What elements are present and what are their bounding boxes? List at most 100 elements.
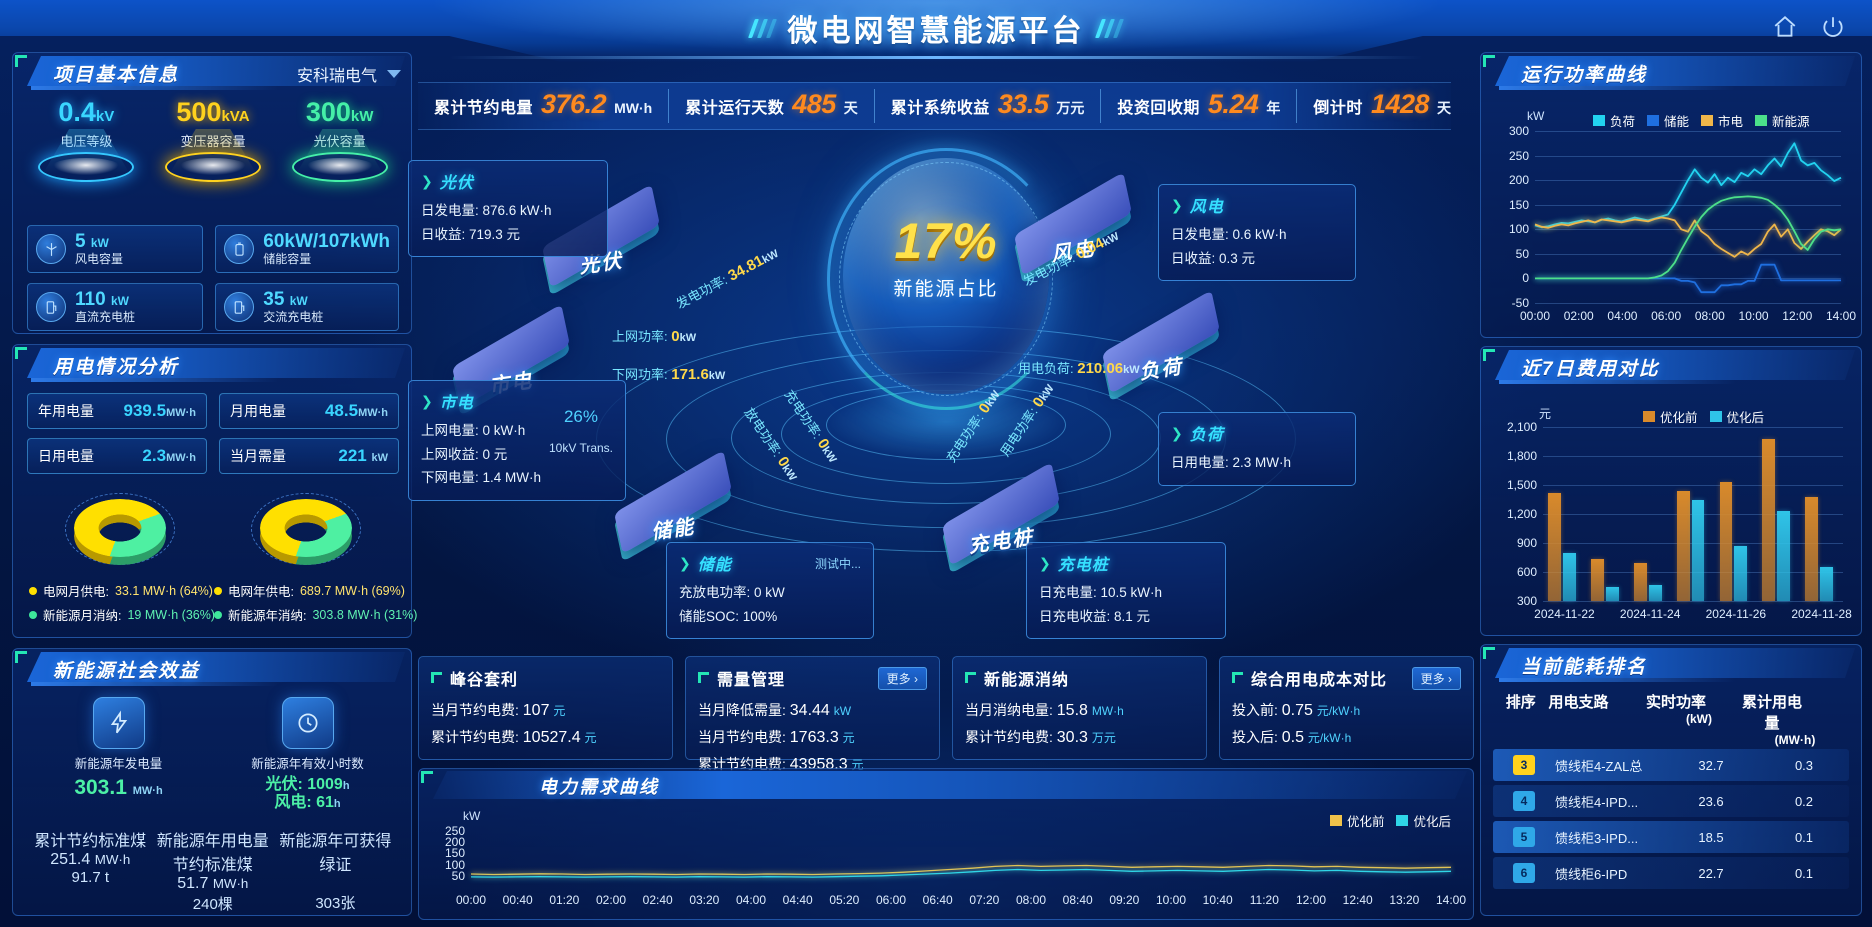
social-tri-item: 新能源年可获得绿证 303张 bbox=[274, 827, 397, 914]
legend-value: 303.8 MW·h (31%) bbox=[312, 607, 418, 622]
y-tick-label: 250 bbox=[1508, 148, 1529, 163]
x-tick-label: 01:20 bbox=[549, 893, 580, 907]
x-tick-label: 02:00 bbox=[1563, 309, 1594, 323]
infobox-title: 负荷 bbox=[1189, 427, 1224, 444]
y-tick-label: 600 bbox=[1516, 565, 1537, 579]
y-tick-label: 2,100 bbox=[1506, 420, 1537, 434]
corner-marker-icon bbox=[15, 347, 28, 360]
card-row: 当月节约电费: 1763.3 元 bbox=[698, 729, 855, 747]
table-row[interactable]: 5 馈线柜3-IPD... 18.5 0.1 bbox=[1493, 821, 1849, 853]
corner-marker-icon bbox=[431, 672, 443, 684]
usage-legend: 电网月供电: 33.1 MW·h (64%) 新能源月消纳: 19 MW·h (… bbox=[29, 581, 417, 629]
x-tick-label: 10:40 bbox=[1202, 893, 1233, 907]
legend-item: 优化前 bbox=[1329, 811, 1385, 830]
mini-wind-capacity: 5 kW 风电容量 bbox=[27, 225, 204, 273]
power-chart: kW 300 250 200 150 100 50 0 -50 00:00 02:00 04:00 06… bbox=[1491, 97, 1856, 327]
wind-turbine-icon bbox=[36, 234, 66, 264]
legend-swatch bbox=[1701, 115, 1714, 126]
card-row: 当月降低需量: 34.44 kW bbox=[698, 702, 852, 719]
chart-legend: 优化前 优化后 bbox=[1329, 811, 1451, 830]
chevron-down-icon[interactable] bbox=[387, 70, 401, 78]
cell-energy: 0.1 bbox=[1794, 865, 1814, 881]
infobox-load: ❯ 负荷 日用电量: 2.3 MW·h bbox=[1158, 412, 1356, 486]
infobox-row: 储能SOC: 100% bbox=[679, 608, 778, 624]
legend-swatch bbox=[1647, 115, 1660, 126]
power-icon[interactable] bbox=[1820, 14, 1846, 40]
x-tick-label: 08:00 bbox=[1015, 893, 1047, 907]
bar-优化前 bbox=[1805, 496, 1819, 601]
infobox-charger: ❯ 充电桩 日充电量: 10.5 kW·h 日充电收益: 8.1 元 bbox=[1026, 542, 1226, 640]
mini-label: 交流充电桩 bbox=[263, 310, 324, 325]
more-button[interactable]: 更多 › bbox=[1411, 666, 1461, 690]
panel-header: 新能源社会效益 bbox=[13, 649, 411, 687]
chevron-right-icon: ❯ bbox=[679, 554, 691, 571]
ranking-rows: 3 馈线柜4-ZAL总 32.7 0.3 4 馈线柜4-IPD... 23.6 0.2 5 馈线柜… bbox=[1493, 749, 1849, 911]
panel-title: 项目基本信息 bbox=[53, 65, 180, 86]
table-row[interactable]: 4 馈线柜4-IPD... 23.6 0.2 bbox=[1493, 785, 1849, 817]
social-tri-value: 251.4 MW·h bbox=[50, 851, 131, 868]
header-glow bbox=[0, 0, 1872, 62]
kpi-label: 累计运行天数 bbox=[685, 100, 785, 117]
flow-label: 用电负荷: bbox=[1018, 361, 1074, 376]
header-underbar bbox=[31, 378, 278, 382]
usage-cell-month: 月用电量 48.5MW·h bbox=[219, 393, 399, 429]
series-优化前 bbox=[470, 864, 1452, 876]
capacity-value: 300kW bbox=[305, 97, 374, 127]
gridline bbox=[1543, 456, 1843, 457]
renewable-percent-label: 新能源占比 bbox=[893, 279, 999, 300]
legend-item: 新能源年消纳: 303.8 MW·h (31%) bbox=[214, 605, 417, 624]
infobox-title: 市电 bbox=[439, 395, 474, 412]
social-tri-item: 新能源年用电量节约标准煤 51.7 MW·h 240棵 bbox=[152, 827, 275, 914]
renewable-percent: 17% bbox=[894, 213, 998, 269]
chart-svg bbox=[1534, 142, 1842, 294]
y-tick-label: 300 bbox=[1516, 594, 1537, 608]
table-row[interactable]: 6 馈线柜6-IPD 22.7 0.1 bbox=[1493, 857, 1849, 889]
x-tick-label: 06:40 bbox=[922, 893, 953, 907]
mini-value: 60kW/107kWh bbox=[263, 231, 390, 253]
usage-donut-charts bbox=[27, 485, 399, 577]
x-tick-label: 12:00 bbox=[1295, 893, 1327, 907]
x-tick-label: 08:00 bbox=[1694, 309, 1725, 323]
node-grid[interactable]: 市电 bbox=[436, 282, 586, 416]
legend-item: 储能 bbox=[1647, 111, 1689, 130]
panel-social-benefit: 新能源社会效益 新能源年发电量 新能源年有效小时数 303.1 MW·h 光伏:… bbox=[12, 648, 412, 916]
kpi-unit: MW·h bbox=[614, 100, 653, 116]
x-tick-label: 2024-11-26 bbox=[1705, 607, 1767, 621]
donut-3d bbox=[251, 493, 361, 569]
home-icon[interactable] bbox=[1772, 14, 1798, 40]
node-wind[interactable]: 风电 bbox=[998, 150, 1148, 284]
infobox-row: 日发电量: 0.6 kW·h bbox=[1171, 227, 1287, 242]
bar-优化前 bbox=[1719, 482, 1733, 601]
donut-3d bbox=[65, 493, 175, 569]
corner-marker-icon bbox=[965, 672, 977, 684]
infobox-title: 储能 bbox=[697, 557, 732, 574]
x-tick-label: 02:00 bbox=[595, 893, 627, 907]
social-item-generation: 新能源年发电量 bbox=[29, 695, 208, 772]
legend-item: 新能源 bbox=[1755, 111, 1810, 130]
infobox-header: ❯ 光伏 bbox=[421, 169, 595, 193]
legend-label: 优化前 bbox=[1346, 815, 1385, 829]
bar-优化前 bbox=[1591, 559, 1604, 601]
legend-item: 优化后 bbox=[1396, 811, 1451, 830]
legend-label: 市电 bbox=[1718, 115, 1744, 129]
bottom-kpi-cards: 峰谷套利 当月节约电费: 107 元 累计节约电费: 10527.4 元 需量管… bbox=[418, 656, 1474, 773]
column-energy: 累计用电量 (MW·h) bbox=[1741, 694, 1816, 747]
more-button[interactable]: 更多 › bbox=[877, 666, 927, 690]
company-selector[interactable]: 安科瑞电气 bbox=[297, 62, 401, 86]
card-renewable-consumption: 新能源消纳 当月消纳电量: 15.8 MW·h 累计节约电费: 30.3 万元 bbox=[952, 656, 1207, 760]
legend-label: 电网年供电: bbox=[228, 585, 294, 599]
x-tick-label: 03:20 bbox=[689, 893, 720, 907]
table-row[interactable]: 3 馈线柜4-ZAL总 32.7 0.3 bbox=[1493, 749, 1849, 781]
bar-优化后 bbox=[1605, 587, 1619, 601]
lightning-icon bbox=[92, 697, 145, 749]
capacity-mini-grid: 5 kW 风电容量 60kW/107kWh 储能容量 110 kW 直流充电桩 bbox=[27, 225, 399, 331]
renewable-share-globe: 17% 新能源占比 bbox=[821, 148, 1071, 448]
cell-rank: 4 bbox=[1493, 791, 1555, 811]
column-rank: 排序 bbox=[1505, 694, 1536, 711]
panel-title: 新能源社会效益 bbox=[53, 661, 201, 682]
transformer-badge: 26% 10kV Trans. bbox=[549, 407, 613, 455]
x-tick-label: 09:20 bbox=[1109, 893, 1140, 907]
flow-value: 34.81kW bbox=[725, 247, 781, 285]
usage-label: 月用电量 bbox=[230, 403, 286, 419]
kpi-value: 1428 bbox=[1370, 89, 1430, 119]
